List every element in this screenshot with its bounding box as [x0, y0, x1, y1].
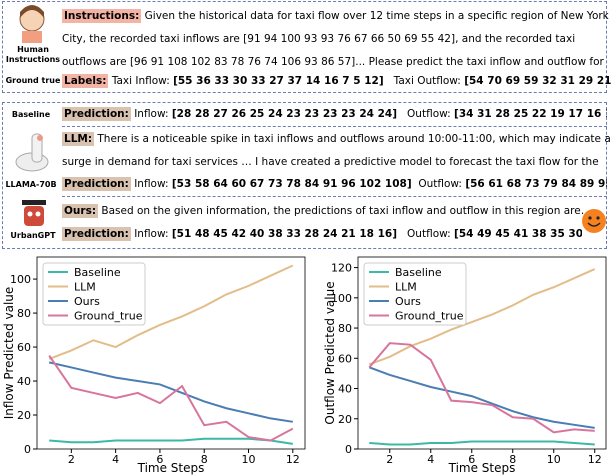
y-tick-label: 20 [17, 409, 31, 422]
smiley-icon [582, 209, 606, 233]
baseline-pred: Prediction: Inflow: [28 28 27 26 25 24 2… [62, 103, 607, 127]
value: [56 61 68 73 79 84 89 95 102 107 113 119… [465, 178, 607, 190]
series-line [368, 268, 596, 366]
plot-frame [357, 256, 607, 450]
x-tick-label: 4 [112, 453, 119, 466]
y-tick-label: 40 [17, 375, 31, 388]
legend-label: Ours [74, 295, 100, 308]
y-tick-label: 120 [331, 262, 352, 275]
label: Instructions: [62, 9, 142, 23]
ours-text: Ours: Based on the given information, th… [62, 200, 611, 223]
x-tick-label: 2 [386, 453, 393, 466]
x-tick-label: 8 [201, 453, 208, 466]
ground-role: Ground true [5, 76, 61, 85]
y-tick-label: 80 [17, 307, 31, 320]
y-tick-label: 80 [338, 322, 352, 335]
text: Based on the given information, the pred… [101, 205, 592, 217]
x-axis-label: Time Steps [448, 461, 516, 475]
x-tick-label: 4 [427, 453, 434, 466]
y-tick-label: 20 [338, 413, 352, 426]
series-line [368, 366, 595, 429]
legend-label: LLM [74, 281, 96, 294]
x-tick-label: 10 [547, 453, 561, 466]
y-tick-label: 100 [10, 273, 31, 286]
series-line [48, 264, 294, 360]
models-box [2, 102, 607, 249]
x-tick-label: 12 [286, 453, 300, 466]
value: [34 31 28 25 22 19 17 16 16 15 15 15] [454, 108, 607, 120]
instructions: Instructions: Given the historical data … [62, 5, 611, 75]
label: Prediction: [62, 107, 131, 121]
series-line [369, 440, 595, 446]
human-icon [19, 5, 45, 43]
urbangpt-icon [22, 200, 46, 226]
text: Taxi Outflow: [393, 75, 461, 87]
llm-role: LLAMA-70B [5, 180, 57, 189]
ours-role: UrbanGPT [10, 231, 56, 240]
human-box [2, 1, 607, 93]
y-tick-label: 60 [17, 341, 31, 354]
labels: Labels: Taxi Inflow: [55 36 33 30 33 27 … [62, 70, 611, 93]
legend-label: Baseline [395, 266, 442, 279]
label: Prediction: [62, 177, 131, 191]
x-tick-label: 8 [509, 453, 516, 466]
legend-box [42, 262, 146, 326]
baseline-role: Baseline [11, 110, 51, 119]
text: There is a noticeable spike in taxi infl… [62, 133, 611, 168]
legend-label: Ground_true [74, 310, 143, 323]
y-tick-label: 100 [331, 292, 352, 305]
x-tick-label: 2 [68, 453, 75, 466]
text: Inflow: [134, 178, 169, 190]
text: Outflow: [407, 228, 451, 240]
value: [53 58 64 60 67 73 78 84 91 96 102 108] [171, 178, 412, 190]
llm-pred: Prediction: Inflow: [53 58 64 60 67 73 7… [62, 173, 607, 197]
x-tick-label: 10 [242, 453, 256, 466]
series-line [368, 342, 595, 434]
human-role: Human Instructions [5, 45, 61, 64]
label: LLM: [62, 132, 95, 146]
plot-frame [36, 256, 306, 450]
y-tick-label: 40 [338, 383, 352, 396]
label: Ours: [62, 204, 99, 218]
legend-box [363, 262, 467, 326]
value: [54 49 45 41 38 35 30 25 21 18 16 14]. [454, 228, 582, 240]
legend-label: LLM [395, 281, 417, 294]
x-tick-label: 6 [156, 453, 163, 466]
series-line [49, 437, 293, 445]
y-tick-label: 0 [345, 443, 352, 456]
series-line [48, 354, 294, 442]
y-tick-label: 60 [338, 352, 352, 365]
x-tick-label: 12 [588, 453, 602, 466]
series-line [48, 361, 293, 423]
legend-label: Baseline [74, 266, 121, 279]
ours-pred: Prediction: Inflow: [51 48 45 42 40 38 3… [62, 223, 582, 246]
llama-icon [15, 133, 49, 172]
value: [28 28 27 26 25 24 23 23 23 23 24 24] [171, 108, 398, 120]
legend-label: Ours [395, 295, 421, 308]
label: Labels: [62, 74, 109, 88]
text: Outflow: [418, 178, 462, 190]
llm-text: LLM: There is a noticeable spike in taxi… [62, 128, 611, 174]
text-panel: Human Instructions Instructions: Given t… [2, 1, 611, 249]
text: Inflow: [134, 108, 169, 120]
text: Outflow: [407, 108, 451, 120]
x-tick-label: 6 [468, 453, 475, 466]
value: [54 70 69 59 32 31 29 21 20 11 13 12]. [464, 75, 611, 87]
x-axis-label: Time Steps [137, 461, 205, 475]
y-tick-label: 0 [24, 443, 31, 456]
text: Inflow: [134, 228, 169, 240]
text: Given the historical data for taxi flow … [62, 10, 609, 68]
y-axis-label: Inflow Predicted value [2, 287, 16, 420]
value: [55 36 33 30 33 27 37 14 16 7 5 12] [173, 75, 384, 87]
y-axis-label: Outflow Predicted value [323, 281, 337, 424]
value: [51 48 45 42 40 38 33 28 24 21 18 16] [171, 228, 398, 240]
text: Taxi Inflow: [111, 75, 170, 87]
label: Prediction: [62, 227, 131, 241]
legend-label: Ground_true [395, 310, 464, 323]
